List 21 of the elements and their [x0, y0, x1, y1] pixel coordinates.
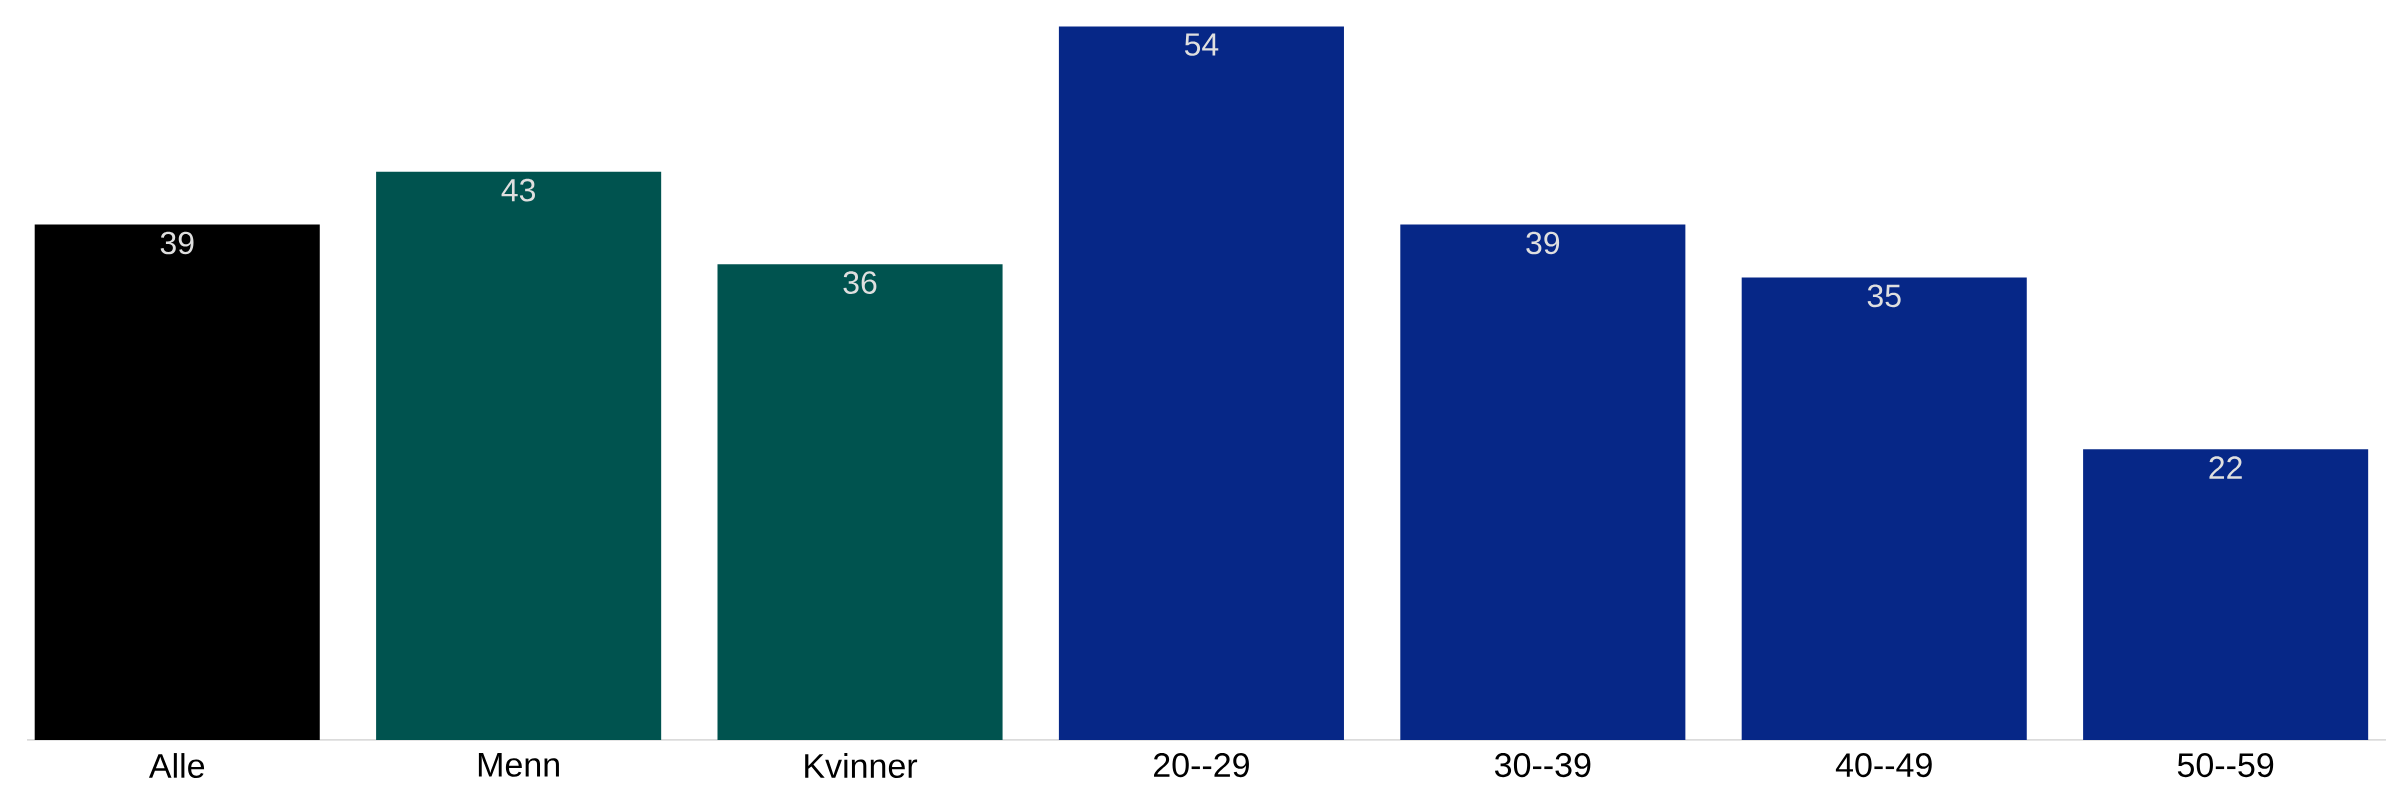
x-tick-label: 20--29 — [1154, 753, 1249, 778]
data-label: 35 — [1867, 284, 1901, 308]
x-tick-label: 50--59 — [2177, 753, 2274, 778]
bar — [2083, 449, 2369, 740]
x-tick-label: Menn — [478, 753, 559, 777]
data-label: 36 — [843, 271, 877, 294]
bar — [717, 264, 1003, 740]
bar — [1058, 26, 1344, 740]
x-tick-label: 40--49 — [1835, 753, 1932, 778]
x-tick-label: Kvinner — [805, 753, 918, 779]
x-tick-label: 30--39 — [1494, 753, 1591, 778]
data-label: 39 — [1526, 231, 1560, 255]
bar — [34, 224, 320, 740]
data-label: 54 — [1184, 33, 1219, 56]
bar — [1741, 277, 2027, 740]
x-tick-label: Alle — [148, 753, 205, 779]
data-label: 43 — [501, 178, 535, 202]
data-label: 39 — [160, 231, 194, 255]
data-label: 22 — [2209, 456, 2242, 479]
bar — [1400, 224, 1686, 740]
bar — [376, 171, 662, 740]
